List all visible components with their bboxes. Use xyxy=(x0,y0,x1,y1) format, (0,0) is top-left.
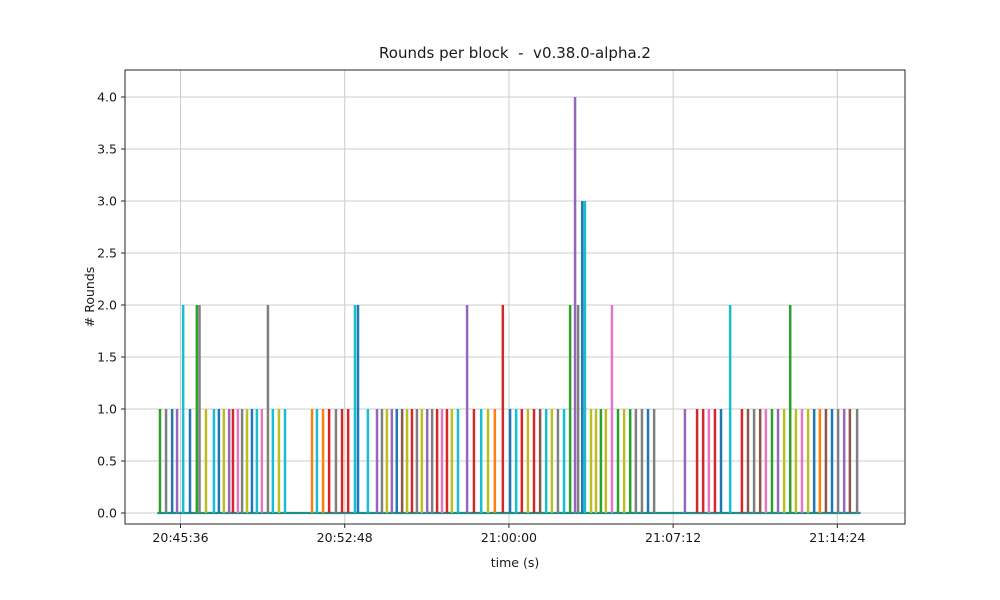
y-tick-label: 0.0 xyxy=(97,505,117,520)
axis-ticks xyxy=(121,96,838,528)
tick-labels: 0.0 0.5 1.0 1.5 2.0 2.5 3.0 3.5 4.0 20:45:36 20:52… xyxy=(97,89,865,545)
spike-series xyxy=(157,97,861,515)
x-tick-label: 21:14:24 xyxy=(809,530,865,545)
y-tick-label: 3.0 xyxy=(97,193,117,208)
chart-title: Rounds per block - v0.38.0-alpha.2 xyxy=(379,44,651,62)
y-tick-label: 1.0 xyxy=(97,401,117,416)
y-tick-label: 0.5 xyxy=(97,453,117,468)
y-tick-label: 2.5 xyxy=(97,245,117,260)
x-tick-label: 21:00:00 xyxy=(481,530,537,545)
y-axis-label: # Rounds xyxy=(82,267,97,328)
y-tick-label: 1.5 xyxy=(97,349,117,364)
y-tick-label: 2.0 xyxy=(97,297,117,312)
y-tick-label: 3.5 xyxy=(97,141,117,156)
x-tick-label: 20:45:36 xyxy=(152,530,208,545)
y-tick-label: 4.0 xyxy=(97,89,117,104)
x-tick-label: 20:52:48 xyxy=(317,530,373,545)
x-axis-label: time (s) xyxy=(491,555,539,570)
x-tick-label: 21:07:12 xyxy=(645,530,701,545)
axes-box xyxy=(124,69,906,525)
